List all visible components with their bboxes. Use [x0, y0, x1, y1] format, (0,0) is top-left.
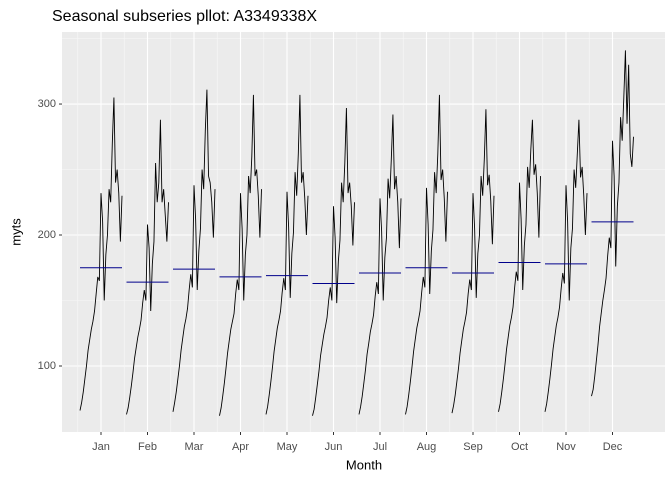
x-tick-label: Jan	[92, 441, 110, 453]
subseries-line	[172, 89, 216, 412]
x-tick-label: Apr	[232, 441, 249, 453]
x-tick-label: Sep	[463, 441, 483, 453]
marks	[79, 50, 634, 416]
x-tick-label: Jun	[325, 441, 343, 453]
subseries-line	[451, 109, 495, 414]
x-tick-label: Dec	[603, 441, 623, 453]
subseries-line	[312, 107, 355, 416]
x-tick-label: Nov	[556, 441, 576, 453]
x-tick-label: Aug	[417, 441, 437, 453]
subseries-line	[591, 50, 634, 397]
subseries-line	[405, 94, 448, 415]
x-tick-label: May	[277, 441, 298, 453]
x-tick-label: Jul	[373, 441, 387, 453]
x-tick-label: Mar	[185, 441, 204, 453]
y-tick-label: 300	[38, 98, 56, 110]
x-tick-label: Feb	[138, 441, 157, 453]
y-tick-label: 200	[38, 229, 56, 241]
subseries-line	[219, 94, 262, 416]
subseries-line	[498, 119, 541, 412]
subseries-line	[126, 119, 169, 415]
panel	[62, 32, 665, 432]
y-tick-label: 100	[38, 360, 56, 372]
x-axis-title: Month	[346, 457, 382, 472]
subseries-line	[79, 97, 123, 411]
subseries-line	[358, 114, 402, 415]
subseries-line	[265, 94, 309, 415]
x-tick-label: Oct	[511, 441, 528, 453]
chart-title: Seasonal subseries pllot: A3349338X	[52, 8, 317, 25]
subseries-line	[544, 119, 588, 412]
y-axis-title: myts	[8, 218, 23, 246]
